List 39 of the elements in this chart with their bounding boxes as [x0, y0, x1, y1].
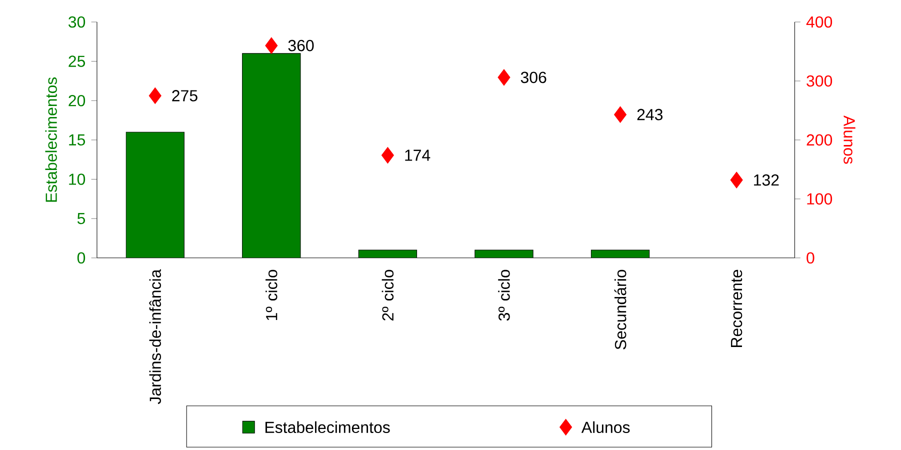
point [148, 88, 162, 104]
point [265, 37, 278, 54]
y-axis-title: Estabelecimentos [45, 78, 57, 202]
bar [590, 250, 650, 258]
y2-tick-label: 400 [806, 16, 832, 28]
y2-tick-label: 100 [807, 193, 832, 205]
data-label: 306 [520, 72, 546, 84]
y-tick-label: 0 [77, 252, 86, 264]
y-tick-label: 20 [68, 95, 86, 106]
y-tick-label: 25 [68, 56, 86, 68]
bar [358, 250, 418, 258]
data-label: 275 [172, 90, 198, 102]
point [614, 106, 627, 123]
bar [474, 250, 534, 258]
y2-tick-label: 200 [806, 134, 832, 146]
y-tick-label: 5 [77, 213, 86, 224]
point [730, 172, 743, 188]
bar [126, 132, 184, 258]
y2-tick-label: 0 [806, 252, 814, 264]
legend-label: Alunos [581, 421, 630, 434]
x-tick-label: 1º ciclo [266, 270, 278, 320]
bar [242, 53, 301, 258]
x-tick-label: 2º ciclo [382, 270, 394, 321]
x-tick-label: Jardins-de-infância [149, 269, 162, 404]
point [381, 147, 394, 164]
y-tick-label: 15 [69, 134, 86, 146]
data-label: 132 [754, 174, 779, 186]
y-tick-label: 10 [69, 174, 86, 185]
y-tick-label: 30 [68, 16, 86, 28]
x-tick-label: Recorrente [730, 270, 742, 348]
x-tick-label: Secundário [614, 270, 626, 350]
y2-axis-title: Alunos [844, 116, 856, 164]
point [498, 69, 510, 86]
data-label: 174 [405, 150, 430, 161]
x-tick-label: 3º ciclo [498, 270, 510, 321]
data-label: 243 [637, 109, 663, 120]
legend-label: Estabelecimentos [265, 421, 390, 434]
y2-tick-label: 300 [806, 75, 832, 87]
data-label: 360 [288, 40, 314, 52]
